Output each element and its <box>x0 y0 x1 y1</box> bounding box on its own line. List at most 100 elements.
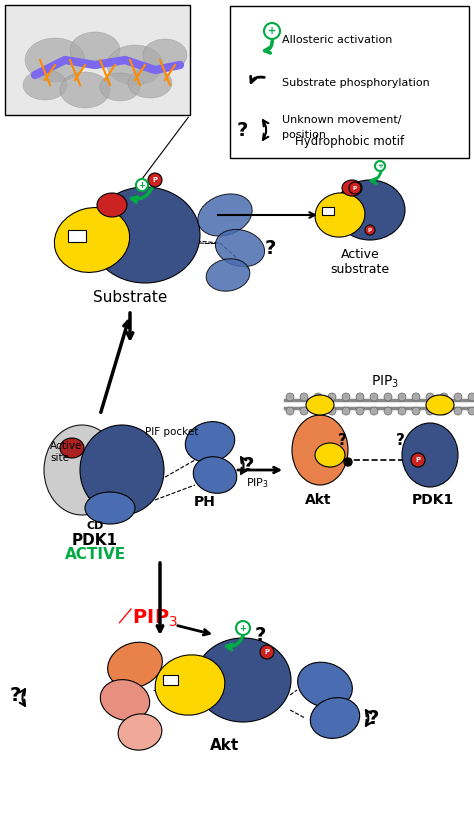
Circle shape <box>412 393 420 401</box>
Text: P: P <box>153 177 157 183</box>
Text: $\not$PIP$_3$: $\not$PIP$_3$ <box>118 606 178 629</box>
Text: PIP$_3$: PIP$_3$ <box>371 374 399 390</box>
Text: ?: ? <box>264 238 276 258</box>
Ellipse shape <box>402 423 458 487</box>
Ellipse shape <box>315 193 365 237</box>
Circle shape <box>260 645 274 659</box>
Circle shape <box>349 182 361 194</box>
Text: ?: ? <box>9 685 21 705</box>
Circle shape <box>328 393 336 401</box>
Text: position: position <box>282 130 326 140</box>
Text: +: + <box>377 163 383 169</box>
FancyBboxPatch shape <box>230 6 469 158</box>
Circle shape <box>426 407 434 415</box>
Ellipse shape <box>426 395 454 415</box>
Text: +: + <box>138 180 146 189</box>
Ellipse shape <box>315 443 345 467</box>
Text: Substrate phosphorylation: Substrate phosphorylation <box>282 78 430 88</box>
Ellipse shape <box>215 229 264 267</box>
Circle shape <box>328 407 336 415</box>
Ellipse shape <box>342 180 362 196</box>
Bar <box>322 207 334 215</box>
Circle shape <box>300 393 308 401</box>
Ellipse shape <box>100 73 140 101</box>
Circle shape <box>426 393 434 401</box>
Ellipse shape <box>97 193 127 217</box>
Circle shape <box>314 407 322 415</box>
Ellipse shape <box>185 422 235 463</box>
Circle shape <box>236 621 250 635</box>
Circle shape <box>454 393 462 401</box>
Ellipse shape <box>128 68 172 98</box>
Circle shape <box>468 393 474 401</box>
Circle shape <box>136 179 148 191</box>
Ellipse shape <box>90 187 200 283</box>
Text: ?: ? <box>237 121 248 141</box>
Circle shape <box>344 458 352 466</box>
Ellipse shape <box>195 638 291 722</box>
Circle shape <box>356 393 364 401</box>
Text: Akt: Akt <box>210 737 240 753</box>
Ellipse shape <box>25 38 85 82</box>
Circle shape <box>286 407 294 415</box>
Text: PIF pocket: PIF pocket <box>145 427 199 437</box>
Circle shape <box>411 453 425 467</box>
Circle shape <box>384 407 392 415</box>
Circle shape <box>454 407 462 415</box>
Ellipse shape <box>107 45 163 85</box>
Text: P: P <box>264 649 270 655</box>
Circle shape <box>365 225 375 235</box>
Text: Hydrophobic motif: Hydrophobic motif <box>295 136 405 149</box>
Text: PH: PH <box>194 495 216 509</box>
Circle shape <box>300 407 308 415</box>
Ellipse shape <box>108 642 163 688</box>
Text: P: P <box>415 457 420 463</box>
Circle shape <box>264 23 280 39</box>
Ellipse shape <box>206 259 250 291</box>
Ellipse shape <box>55 207 129 272</box>
Text: P: P <box>353 185 357 190</box>
Ellipse shape <box>118 714 162 750</box>
Ellipse shape <box>143 39 187 71</box>
Ellipse shape <box>60 438 84 458</box>
Ellipse shape <box>85 492 135 524</box>
Circle shape <box>370 407 378 415</box>
Ellipse shape <box>80 425 164 515</box>
Ellipse shape <box>60 72 110 108</box>
Text: Substrate: Substrate <box>93 289 167 305</box>
Text: PIP$_3$: PIP$_3$ <box>246 476 270 490</box>
Text: ?: ? <box>242 455 254 475</box>
Circle shape <box>148 173 162 187</box>
Circle shape <box>398 393 406 401</box>
Text: Unknown movement/: Unknown movement/ <box>282 115 401 125</box>
Circle shape <box>398 407 406 415</box>
Ellipse shape <box>298 663 352 708</box>
Ellipse shape <box>193 457 237 493</box>
Ellipse shape <box>310 698 360 738</box>
Circle shape <box>468 407 474 415</box>
Circle shape <box>375 161 385 171</box>
Circle shape <box>384 393 392 401</box>
Bar <box>68 230 86 242</box>
Ellipse shape <box>23 70 67 100</box>
Circle shape <box>314 393 322 401</box>
Circle shape <box>440 393 448 401</box>
Text: ?: ? <box>396 433 404 447</box>
Ellipse shape <box>198 194 252 236</box>
Circle shape <box>412 407 420 415</box>
Text: P: P <box>368 228 372 233</box>
Text: Allosteric activation: Allosteric activation <box>282 35 392 45</box>
Ellipse shape <box>44 425 120 515</box>
Ellipse shape <box>70 32 120 68</box>
Text: +: + <box>268 26 276 36</box>
Ellipse shape <box>155 654 225 715</box>
Text: ?: ? <box>337 433 346 447</box>
Text: +: + <box>239 624 246 633</box>
Ellipse shape <box>306 395 334 415</box>
Circle shape <box>342 407 350 415</box>
Text: Active
substrate: Active substrate <box>330 248 390 276</box>
Text: ?: ? <box>367 708 379 728</box>
Ellipse shape <box>292 415 348 485</box>
Text: Active
site: Active site <box>50 441 82 463</box>
Circle shape <box>370 393 378 401</box>
